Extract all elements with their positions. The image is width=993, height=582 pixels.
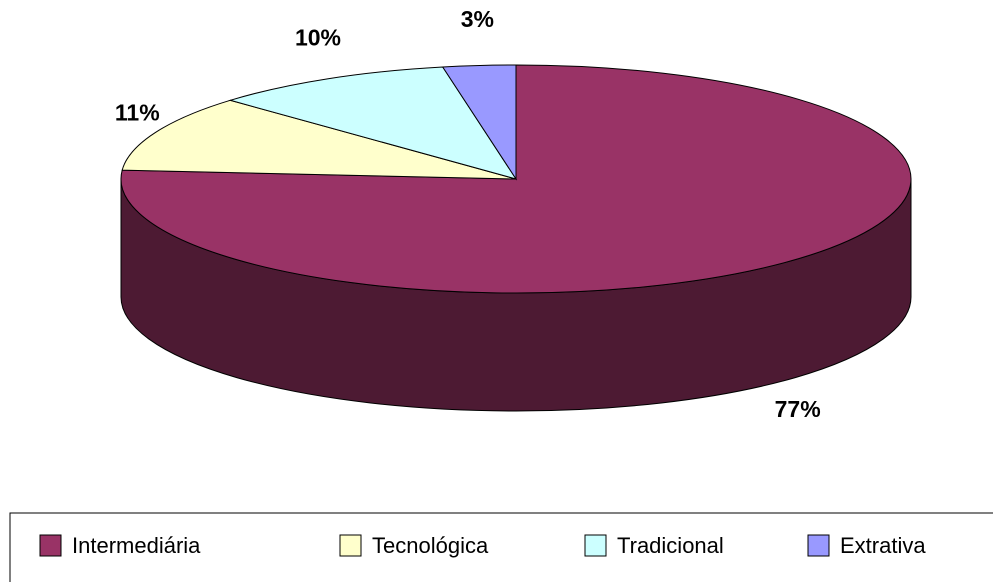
legend-label: Tradicional [617,533,724,558]
slice [121,99,517,180]
legend-swatch [584,534,607,557]
legend-label: Tecnológica [372,533,489,558]
legend: Intermediária Tecnológica Tradicional Extra… [39,533,926,558]
data-label: 77% [775,396,821,422]
slice [441,64,517,181]
data-label: 11% [115,99,160,125]
legend-swatch [39,534,62,557]
data-label: 3% [461,6,494,32]
pie: 77% 11% 10% 3% [115,6,912,422]
data-label: 10% [295,24,341,50]
legend-swatch [339,534,362,557]
slice [120,64,912,294]
legend-label: Extrativa [840,533,926,558]
legend-swatch [807,534,830,557]
legend-label: Intermediária [72,533,201,558]
slice [228,66,518,180]
